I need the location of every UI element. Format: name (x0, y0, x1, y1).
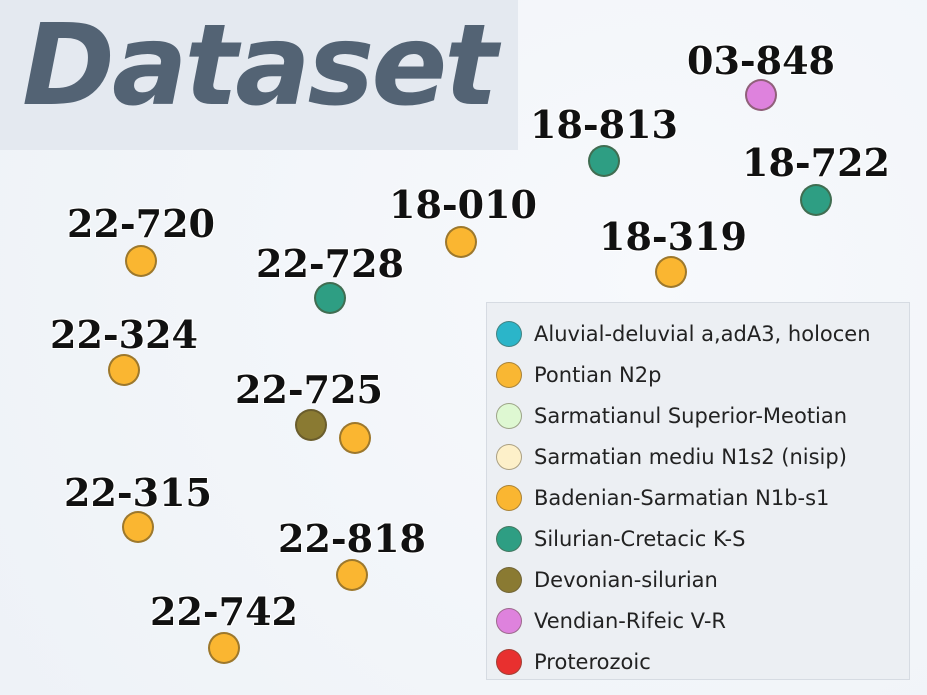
legend-label: Proterozoic (534, 649, 651, 674)
legend-label: Aluvial-deluvial a,adA3, holocen (534, 321, 871, 346)
marker-label: 18-813 (530, 102, 678, 147)
legend-item: Vendian-Rifeic V-R (487, 600, 909, 641)
map-marker[interactable] (445, 226, 477, 258)
legend-label: Sarmatian mediu N1s2 (nisip) (534, 444, 847, 469)
legend-swatch (496, 443, 522, 470)
page-title: Dataset (22, 1, 498, 131)
map-marker[interactable] (122, 511, 154, 543)
legend-item: Pontian N2p (487, 354, 909, 395)
legend-swatch (496, 525, 522, 552)
map-marker[interactable] (125, 245, 157, 277)
marker-label: 22-818 (278, 516, 426, 561)
map-marker[interactable] (108, 354, 140, 386)
legend-item: Badenian-Sarmatian N1b-s1 (487, 477, 909, 518)
legend-item: Proterozoic (487, 641, 909, 682)
marker-label: 03-848 (687, 38, 835, 83)
map-marker[interactable] (336, 559, 368, 591)
map-marker[interactable] (655, 256, 687, 288)
marker-label: 22-725 (235, 367, 383, 412)
legend-label: Pontian N2p (534, 362, 662, 387)
marker-label: 22-728 (256, 241, 404, 286)
legend-label: Devonian-silurian (534, 567, 718, 592)
legend-swatch (496, 402, 522, 429)
marker-label: 18-319 (599, 214, 747, 259)
legend-swatch (496, 648, 522, 675)
legend-swatch (496, 484, 522, 511)
legend: Aluvial-deluvial a,adA3, holocen Pontian … (486, 302, 910, 680)
map-marker[interactable] (314, 282, 346, 314)
map-marker[interactable] (588, 145, 620, 177)
marker-label: 22-720 (67, 201, 215, 246)
map-marker[interactable] (339, 422, 371, 454)
legend-swatch (496, 361, 522, 388)
marker-label: 22-315 (64, 470, 212, 515)
map-marker[interactable] (208, 632, 240, 664)
marker-label: 22-324 (50, 312, 198, 357)
legend-swatch (496, 320, 522, 347)
map-marker[interactable] (800, 184, 832, 216)
map-marker[interactable] (745, 79, 777, 111)
marker-label: 18-010 (389, 182, 537, 227)
legend-label: Sarmatianul Superior-Meotian (534, 403, 848, 428)
legend-swatch (496, 566, 522, 593)
title-panel: Dataset (0, 0, 518, 150)
marker-label: 22-742 (150, 589, 298, 634)
legend-item: Sarmatianul Superior-Meotian (487, 395, 909, 436)
legend-item: Devonian-silurian (487, 559, 909, 600)
legend-item: Silurian-Cretacic K-S (487, 518, 909, 559)
map-marker[interactable] (295, 409, 327, 441)
marker-label: 18-722 (742, 140, 890, 185)
legend-swatch (496, 607, 522, 634)
legend-label: Badenian-Sarmatian N1b-s1 (534, 485, 830, 510)
legend-label: Silurian-Cretacic K-S (534, 526, 746, 551)
legend-item: Aluvial-deluvial a,adA3, holocen (487, 313, 909, 354)
legend-item: Sarmatian mediu N1s2 (nisip) (487, 436, 909, 477)
legend-list: Aluvial-deluvial a,adA3, holocen Pontian … (487, 313, 909, 682)
legend-label: Vendian-Rifeic V-R (534, 608, 726, 633)
